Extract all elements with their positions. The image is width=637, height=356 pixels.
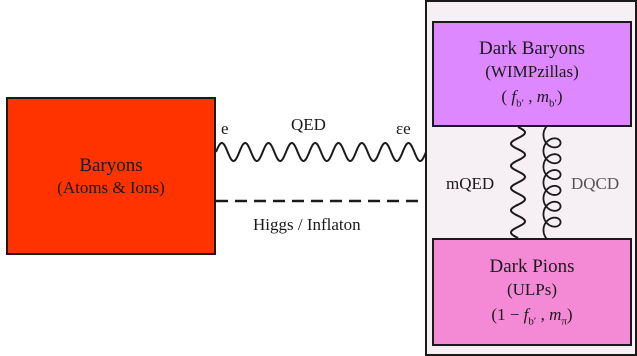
baryons-box: Baryons (Atoms & Ions) bbox=[6, 97, 216, 255]
dark-pions-fraction-symbol: f bbox=[523, 304, 529, 324]
dark-baryons-box: Dark Baryons (WIMPzillas) ( fb′ , mb′) bbox=[432, 21, 632, 127]
dark-pions-mass-subscript: π bbox=[561, 315, 567, 328]
mqed-label: mQED bbox=[446, 174, 495, 193]
dark-baryons-title: Dark Baryons bbox=[478, 37, 586, 59]
dark-baryons-mass-subscript: b′ bbox=[549, 97, 557, 110]
dark-pions-mass-symbol: m bbox=[549, 304, 562, 324]
higgs-inflaton-label: Higgs / Inflaton bbox=[253, 215, 361, 234]
dark-baryons-subtitle: (WIMPzillas) bbox=[485, 61, 579, 81]
dark-pions-params: (1 − fb′ , mπ) bbox=[491, 304, 573, 328]
dark-pions-box: Dark Pions (ULPs) (1 − fb′ , mπ) bbox=[432, 238, 632, 346]
dark-pions-one-minus: 1 − bbox=[497, 304, 524, 324]
dqcd-gluon-line bbox=[542, 121, 562, 244]
qed-label: QED bbox=[291, 115, 326, 134]
dark-baryons-mass-symbol: m bbox=[536, 86, 549, 106]
electron-charge-label: e bbox=[221, 119, 229, 138]
millicharge-label: εe bbox=[396, 119, 411, 138]
qed-photon-line bbox=[215, 141, 427, 163]
dark-pions-fraction-subscript: b′ bbox=[528, 315, 537, 328]
baryons-subtitle: (Atoms & Ions) bbox=[57, 178, 165, 198]
mqed-photon-line bbox=[509, 126, 527, 239]
dark-baryons-params: ( fb′ , mb′) bbox=[501, 86, 563, 110]
dqcd-label: DQCD bbox=[571, 174, 620, 193]
dark-baryons-fraction-symbol: f bbox=[511, 86, 517, 106]
dark-pions-subtitle: (ULPs) bbox=[506, 279, 558, 299]
baryons-title: Baryons bbox=[79, 154, 143, 176]
dark-pions-title: Dark Pions bbox=[489, 255, 575, 277]
dark-baryons-fraction-subscript: b′ bbox=[516, 97, 524, 110]
